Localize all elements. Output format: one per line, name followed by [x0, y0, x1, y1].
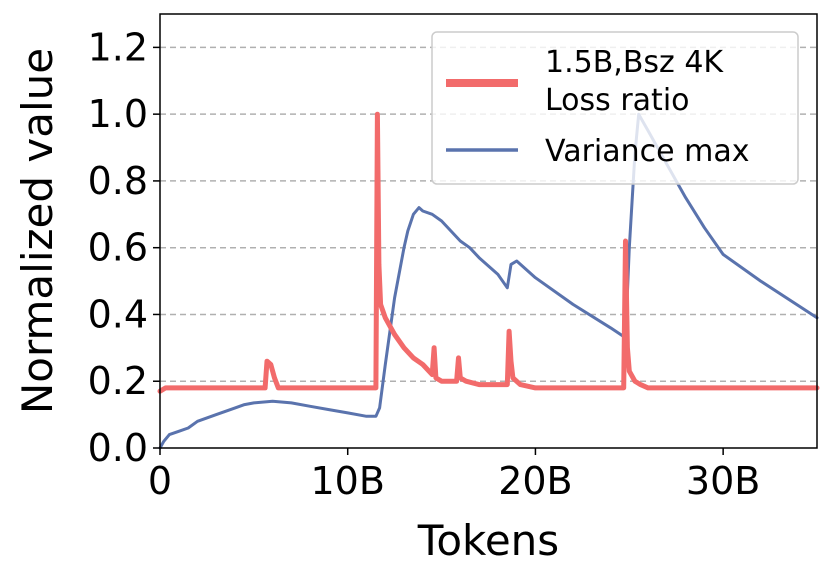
- plot-frame: [159, 13, 818, 449]
- x-tick-label: 0: [148, 459, 172, 503]
- y-axis-label: Normalized value: [13, 48, 62, 414]
- axis-ticks: 0.0 0.2 0.4 0.6 0.8 1.0 1.2 0 10B 20B 30B: [88, 25, 761, 503]
- legend-box: [431, 31, 799, 185]
- y-tick-label: 0.4: [88, 292, 148, 336]
- y-tick-label: 1.0: [88, 92, 148, 136]
- y-tick-label: 0.6: [88, 226, 148, 270]
- legend-label-loss-ratio: 1.5B,Bsz 4K: [545, 45, 724, 80]
- y-tick-label: 0.2: [88, 359, 148, 403]
- legend-label-loss-ratio: Loss ratio: [545, 83, 690, 118]
- legend-label-variance-max: Variance max: [545, 134, 750, 169]
- x-tick-label: 30B: [686, 459, 760, 503]
- y-tick-label: 0.8: [88, 159, 148, 203]
- x-tick-label: 10B: [310, 459, 384, 503]
- series-line-0: [157, 111, 820, 394]
- x-axis-label: Tokens: [417, 516, 559, 565]
- y-tick-label: 0.0: [88, 426, 148, 470]
- x-tick-label: 20B: [498, 459, 572, 503]
- y-tick-label: 1.2: [88, 25, 148, 69]
